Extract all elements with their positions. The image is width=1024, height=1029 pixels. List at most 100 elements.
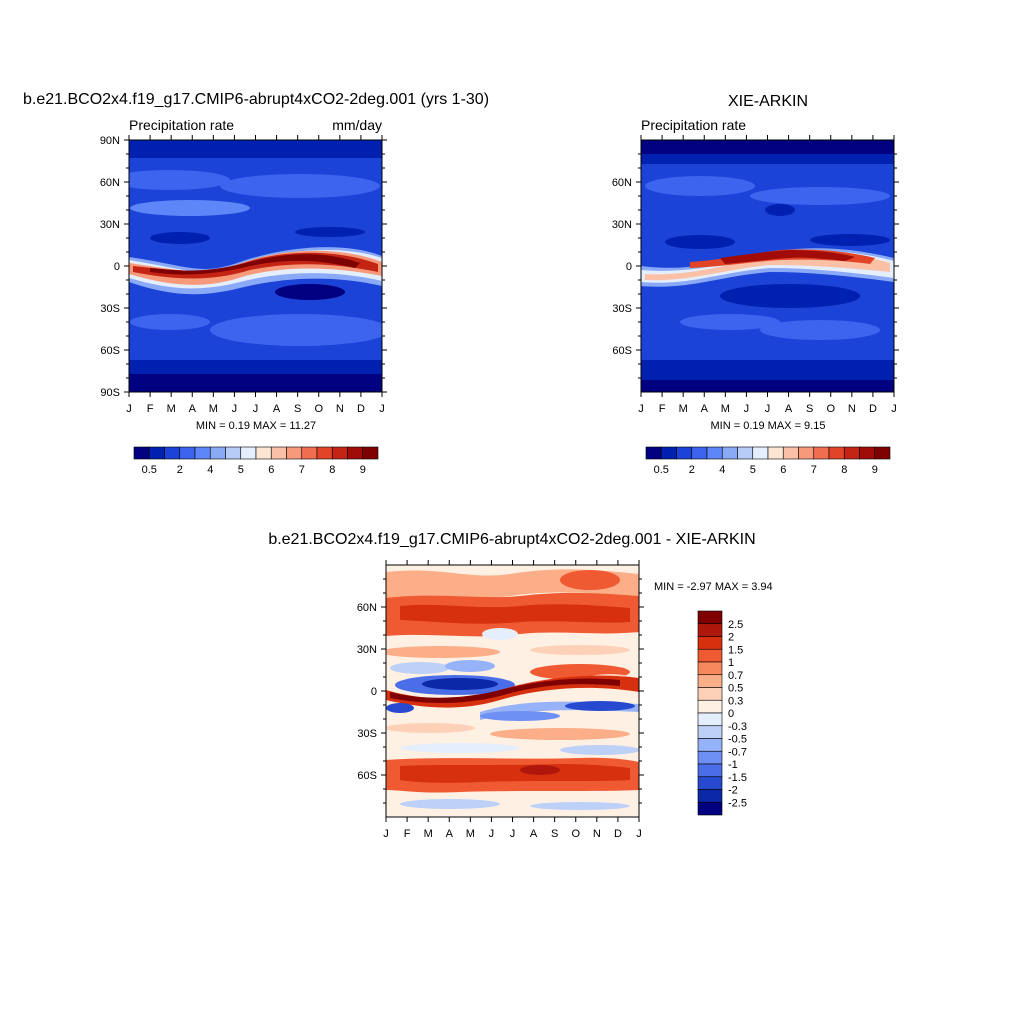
panel-a-y-tick-label: 0 bbox=[114, 261, 120, 273]
panel-a-y-tick-label: 60N bbox=[100, 177, 120, 189]
panel-c-x-tick-label: F bbox=[404, 828, 411, 840]
panel-b-left-string: Precipitation rate bbox=[641, 117, 746, 133]
panel-difference: b.e21.BCO2x4.f19_g17.CMIP6-abrupt4xCO2-2… bbox=[268, 531, 772, 840]
panel-a-y-tick-label: 30S bbox=[100, 303, 120, 315]
panel-b-colorbar-box bbox=[752, 446, 769, 460]
panel-b-colorbar-box bbox=[645, 446, 662, 460]
panel-a-colorbar-box bbox=[148, 446, 165, 460]
panel-c-colorbar-label: 2.5 bbox=[728, 619, 743, 631]
panel-b-colorbar-box bbox=[737, 446, 754, 460]
panel-c-colorbar: 2.521.510.70.50.30-0.3-0.5-0.7-1-1.5-2-2… bbox=[697, 610, 747, 816]
panel-c-colorbar-label: 2 bbox=[728, 632, 734, 644]
panel-a-y-tick-label: 30N bbox=[100, 219, 120, 231]
panel-c-colorbar-box bbox=[697, 789, 723, 803]
panel-c-colorbar-box bbox=[697, 750, 723, 765]
panel-a-colorbar-label: 7 bbox=[299, 464, 305, 476]
panel-a-colorbar-label: 2 bbox=[177, 464, 183, 476]
panel-c-colorbar-box bbox=[697, 623, 723, 637]
panel-b-colorbar-box bbox=[874, 446, 891, 460]
panel-a-colorbar-box bbox=[225, 446, 242, 460]
panel-b-x-tick-label: D bbox=[869, 403, 877, 415]
panel-c-x-tick-label: M bbox=[424, 828, 433, 840]
panel-c-colorbar-box bbox=[697, 763, 723, 778]
panel-c-colorbar-label: 1.5 bbox=[728, 644, 743, 656]
panel-a-x-tick-label: N bbox=[336, 403, 344, 415]
panel-a-colorbar-label: 6 bbox=[268, 464, 274, 476]
panel-b-x-tick-label: M bbox=[679, 403, 688, 415]
panel-a-colorbar-box bbox=[179, 446, 196, 460]
panel-c-y-tick-label: 30S bbox=[357, 728, 377, 740]
panel-c-colorbar-box bbox=[697, 674, 723, 688]
panel-b-x-tick-label: M bbox=[721, 403, 730, 415]
panel-a-colorbar-label: 4 bbox=[207, 464, 213, 476]
panel-b-colorbar-label: 0.5 bbox=[654, 464, 669, 476]
panel-b-x-tick-label: A bbox=[785, 403, 793, 415]
panel-c-colorbar-label: -1.5 bbox=[728, 772, 747, 784]
panel-b-colorbar-box bbox=[691, 446, 708, 460]
panel-a-left-string: Precipitation rate bbox=[129, 117, 234, 133]
panel-a-x-tick-label: S bbox=[294, 403, 301, 415]
panel-a-stats: MIN = 0.19 MAX = 11.27 bbox=[196, 420, 316, 432]
panel-b-colorbar-box bbox=[843, 446, 860, 460]
panel-b-colorbar-box bbox=[859, 446, 876, 460]
panel-c-colorbar-label: 0.5 bbox=[728, 683, 743, 695]
panel-b-colorbar-label: 5 bbox=[750, 464, 756, 476]
panel-a-y-tick-label: 60S bbox=[100, 345, 120, 357]
panel-a-x-tick-label: D bbox=[357, 403, 365, 415]
panel-a-colorbar-box bbox=[331, 446, 348, 460]
panel-b-colorbar-box bbox=[828, 446, 845, 460]
panel-a-colorbar-box bbox=[164, 446, 181, 460]
panel-a-x-tick-label: O bbox=[314, 403, 323, 415]
panel-b-colorbar-label: 7 bbox=[811, 464, 817, 476]
panel-a-colorbar-box bbox=[255, 446, 272, 460]
panel-b-colorbar-label: 9 bbox=[872, 464, 878, 476]
panel-a-colorbar-box bbox=[347, 446, 364, 460]
panel-c-colorbar-label: -1 bbox=[728, 759, 738, 771]
panel-b-title: XIE-ARKIN bbox=[728, 93, 808, 110]
panel-b-x-tick-label: J bbox=[638, 403, 644, 415]
panel-a-colorbar-box bbox=[270, 446, 287, 460]
panel-c-x-tick-label: O bbox=[571, 828, 580, 840]
panel-a-x-tick-label: J bbox=[379, 403, 385, 415]
panel-a-colorbar-box bbox=[240, 446, 257, 460]
panel-c-x-tick-label: A bbox=[530, 828, 538, 840]
panel-c-colorbar-box bbox=[697, 712, 723, 727]
panel-c-colorbar-box bbox=[697, 687, 723, 701]
panel-b-colorbar-box bbox=[798, 446, 815, 460]
panel-c-y-tick-label: 60N bbox=[357, 602, 377, 614]
panel-a-right-string: mm/day bbox=[332, 117, 382, 133]
panel-c-colorbar-label: -2.5 bbox=[728, 797, 747, 809]
panel-a-colorbar-box bbox=[286, 446, 303, 460]
panel-b-x-tick-label: N bbox=[848, 403, 856, 415]
panel-a-colorbar-label: 0.5 bbox=[142, 464, 157, 476]
panel-b-x-tick-label: O bbox=[826, 403, 835, 415]
panel-a-colorbar-box bbox=[316, 446, 333, 460]
panel-c-colorbar-label: 0 bbox=[728, 708, 734, 720]
panel-c-colorbar-label: -0.3 bbox=[728, 721, 747, 733]
panel-b-x-tick-label: J bbox=[744, 403, 750, 415]
panel-c-colorbar-box bbox=[697, 738, 723, 752]
panel-c-colorbar-box bbox=[697, 648, 723, 663]
panel-b-colorbar-label: 2 bbox=[689, 464, 695, 476]
panel-a-x-tick-label: M bbox=[209, 403, 218, 415]
panel-c-colorbar-box bbox=[697, 661, 723, 676]
panel-a-colorbar-label: 5 bbox=[238, 464, 244, 476]
panel-b-colorbar-box bbox=[676, 446, 693, 460]
panel-c-x-tick-label: A bbox=[446, 828, 454, 840]
panel-a-colorbar: 0.5 2 4 5 6 7 8 9 bbox=[133, 446, 379, 476]
panel-b-colorbar-box bbox=[660, 446, 677, 460]
panel-c-y-tick-label: 60S bbox=[357, 770, 377, 782]
panel-a-colorbar-box bbox=[194, 446, 211, 460]
panel-c-colorbar-box bbox=[697, 776, 723, 790]
panel-b-x-tick-label: J bbox=[765, 403, 771, 415]
panel-a-colorbar-box bbox=[209, 446, 226, 460]
panel-b-colorbar-box bbox=[782, 446, 799, 460]
panel-a-colorbar-label: 9 bbox=[360, 464, 366, 476]
panel-c-x-tick-label: J bbox=[383, 828, 389, 840]
panel-c-colorbar-label: -0.5 bbox=[728, 734, 747, 746]
panel-c-colorbar-box bbox=[697, 801, 723, 816]
panel-c-stats: MIN = -2.97 MAX = 3.94 bbox=[654, 581, 773, 593]
